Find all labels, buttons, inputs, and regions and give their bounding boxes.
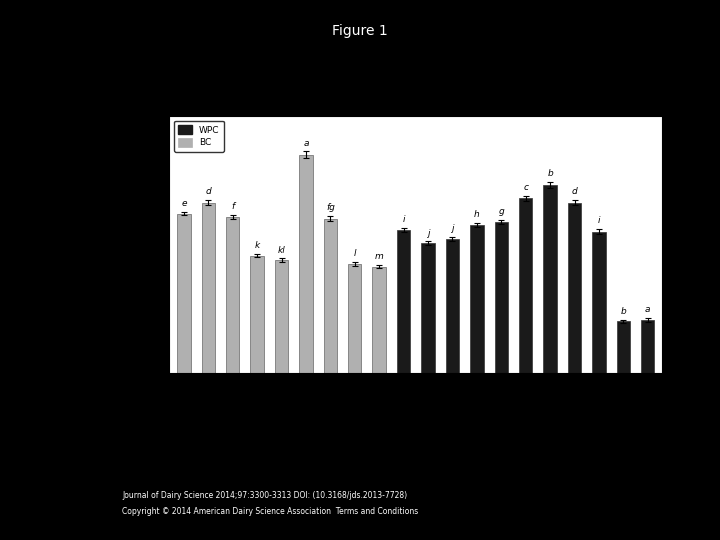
Bar	[568, 202, 581, 373]
Text: h: h	[474, 211, 480, 219]
Bar	[495, 222, 508, 373]
Bar	[544, 185, 557, 373]
Text: l: l	[354, 249, 356, 258]
Text: Figure 1: Figure 1	[332, 24, 388, 38]
Text: j: j	[427, 228, 429, 238]
Bar	[177, 213, 191, 373]
Bar	[616, 321, 630, 373]
Bar	[593, 232, 606, 373]
Bar	[372, 267, 386, 373]
Text: d: d	[205, 187, 211, 196]
Text: f: f	[231, 202, 234, 211]
Bar	[202, 202, 215, 373]
Text: k: k	[254, 241, 260, 251]
Bar	[519, 198, 532, 373]
Bar	[641, 320, 654, 373]
Bar	[300, 154, 312, 373]
Text: g: g	[498, 207, 504, 216]
Text: d: d	[572, 187, 577, 196]
Text: a: a	[645, 305, 650, 314]
Text: i: i	[598, 217, 600, 225]
Bar	[251, 256, 264, 373]
Text: kl: kl	[278, 246, 285, 254]
Bar	[348, 264, 361, 373]
Bar	[323, 219, 337, 373]
Bar	[470, 225, 484, 373]
Text: Journal of Dairy Science 2014;97:3300-3313 DOI: (10.3168/jds.2013-7728): Journal of Dairy Science 2014;97:3300-33…	[122, 490, 408, 500]
Bar	[397, 230, 410, 373]
Text: b: b	[547, 168, 553, 178]
X-axis label: Strains: Strains	[397, 396, 434, 406]
Text: a: a	[303, 139, 309, 147]
Text: j: j	[451, 225, 454, 233]
Text: e: e	[181, 199, 186, 208]
Legend: WPC, BC: WPC, BC	[174, 120, 224, 152]
Text: fg: fg	[326, 203, 335, 212]
Text: m: m	[375, 252, 384, 261]
Text: b: b	[621, 307, 626, 316]
Y-axis label: DPPH scavenging activity (%): DPPH scavenging activity (%)	[133, 167, 143, 321]
Text: c: c	[523, 183, 528, 192]
Text: Copyright © 2014 American Dairy Science Association  Terms and Conditions: Copyright © 2014 American Dairy Science …	[122, 507, 418, 516]
Bar	[446, 239, 459, 373]
Text: i: i	[402, 215, 405, 224]
Bar	[421, 243, 435, 373]
Bar	[226, 217, 239, 373]
Bar	[275, 260, 288, 373]
